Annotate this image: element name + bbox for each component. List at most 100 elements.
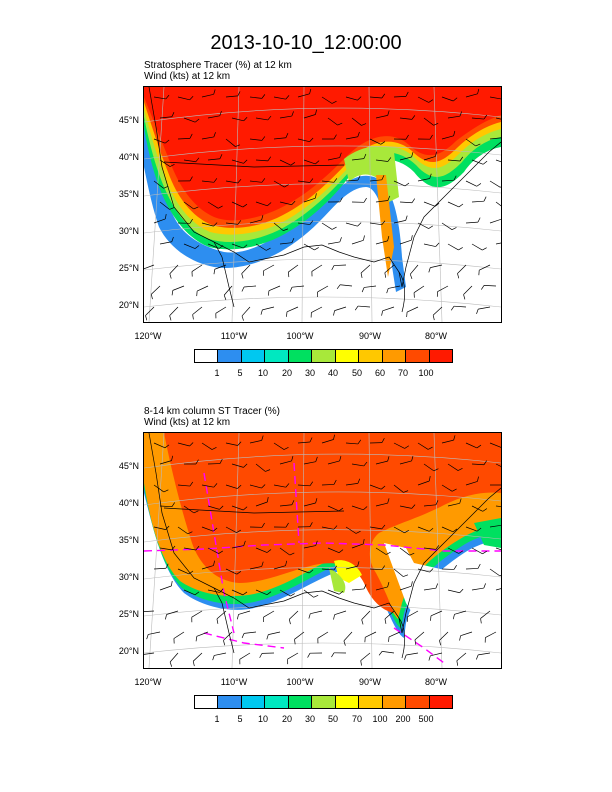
wind-barb xyxy=(465,138,476,147)
wind-barb-flag xyxy=(145,315,148,321)
colorbar-box xyxy=(195,696,219,708)
wind-barb-flag xyxy=(219,458,223,464)
wind-barb xyxy=(151,285,161,295)
wind-barb xyxy=(465,526,478,532)
wind-barb xyxy=(249,440,262,444)
wind-barb-flag xyxy=(435,242,440,247)
wind-barb xyxy=(423,243,436,247)
wind-barb-flag xyxy=(428,267,431,273)
wind-barb xyxy=(183,547,196,551)
wind-barb-flag xyxy=(285,133,289,138)
wind-barb xyxy=(375,159,388,162)
wind-barb xyxy=(223,285,233,296)
wind-barb-flag xyxy=(289,552,295,556)
wind-barb-flag xyxy=(403,490,409,493)
wind-barb xyxy=(417,442,429,450)
wind-barb-flag xyxy=(435,151,437,157)
wind-barb xyxy=(375,200,388,203)
lat-label-40: 40°N xyxy=(118,498,139,508)
wind-barb xyxy=(297,568,310,574)
wind-barb xyxy=(465,221,478,224)
wind-barb xyxy=(430,652,443,657)
wind-barb xyxy=(201,484,214,488)
wind-barb xyxy=(153,442,166,449)
wind-barb-flag xyxy=(428,99,434,103)
wind-barb-flag xyxy=(483,196,487,202)
wind-barb-flag xyxy=(458,247,463,251)
wind-barb-flag xyxy=(354,305,359,311)
wind-barb xyxy=(303,197,316,203)
wind-barb xyxy=(447,115,460,119)
wind-barb-flag xyxy=(284,184,289,188)
wind-barb xyxy=(495,547,501,551)
wind-barb-flag xyxy=(213,560,215,566)
wind-barb xyxy=(384,610,395,620)
wind-barb-flag xyxy=(265,247,271,251)
wind-barb-flag xyxy=(459,111,463,117)
wind-barb-flag xyxy=(218,245,224,249)
wind-barb xyxy=(292,285,305,288)
wind-barb-flag xyxy=(360,660,362,666)
wind-barb-flag xyxy=(381,175,385,180)
wind-barb xyxy=(191,264,203,272)
wind-barb xyxy=(351,158,364,161)
wind-barb-flag xyxy=(193,206,199,210)
page-title: 2013-10-10_12:00:00 xyxy=(210,32,402,54)
wind-barb xyxy=(249,180,262,183)
wind-barb-flag xyxy=(380,141,386,145)
wind-barb-flag xyxy=(213,527,218,532)
wind-barb xyxy=(345,96,358,101)
wind-barb xyxy=(351,117,362,126)
wind-barb xyxy=(183,201,194,210)
wind-barb xyxy=(177,568,190,575)
wind-barb-flag xyxy=(343,640,346,646)
wind-barb-flag xyxy=(195,157,200,162)
wind-barb xyxy=(145,306,155,316)
wind-barb-flag xyxy=(146,634,149,640)
wind-barb-flag xyxy=(308,613,311,619)
wind-barb xyxy=(207,547,219,554)
wind-barb-flag xyxy=(285,483,290,488)
wind-barb-flag xyxy=(357,96,362,101)
wind-barb-flag xyxy=(219,588,224,593)
wind-barb xyxy=(273,96,286,100)
wind-barb xyxy=(454,305,467,308)
wind-barb-flag xyxy=(259,653,263,658)
wind-barb xyxy=(153,526,166,530)
lon-label-110: 110°W xyxy=(220,331,248,341)
wind-barb xyxy=(159,201,170,210)
wind-barb-flag xyxy=(387,157,392,162)
wind-barb xyxy=(231,505,244,511)
wind-barb xyxy=(441,135,454,140)
wind-barb-flag xyxy=(194,591,200,596)
wind-barb xyxy=(294,631,305,640)
wind-barb xyxy=(303,159,316,165)
wind-barb-flag xyxy=(411,504,416,509)
wind-barb-flag xyxy=(266,497,269,503)
wind-barb xyxy=(169,306,179,316)
wind-barb xyxy=(441,484,453,492)
wind-barb xyxy=(441,179,454,182)
wind-barb xyxy=(153,96,166,100)
wind-barb xyxy=(177,137,191,140)
wind-barb xyxy=(239,652,251,660)
lat-label-35: 35°N xyxy=(118,535,139,545)
wind-barb xyxy=(447,159,460,162)
wind-barb xyxy=(447,243,459,251)
wind-barb xyxy=(321,526,334,530)
wind-barb-flag xyxy=(435,545,440,550)
colorbar-label: 30 xyxy=(304,368,315,378)
wind-barb xyxy=(225,95,238,98)
wind-barb-flag xyxy=(294,639,296,645)
wind-barb xyxy=(273,222,284,231)
wind-barb xyxy=(297,484,310,487)
wind-barb-flag xyxy=(428,225,434,229)
wind-barb-flag xyxy=(213,269,216,275)
colorbar-box xyxy=(382,350,407,362)
lon-label-90: 90°W xyxy=(358,331,382,341)
wind-barb xyxy=(471,117,484,120)
lon-label-80: 80°W xyxy=(424,677,448,687)
wind-barb-flag xyxy=(405,91,409,97)
wind-barb-flag xyxy=(165,94,170,100)
wind-barb xyxy=(489,218,501,224)
